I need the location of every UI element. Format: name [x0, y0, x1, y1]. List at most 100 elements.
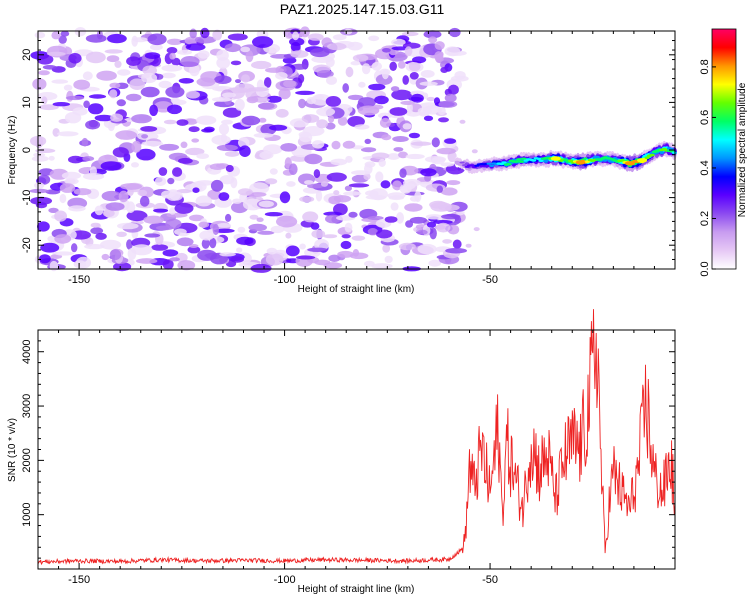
noise-blob: [364, 260, 375, 267]
noise-blob: [116, 99, 127, 107]
noise-blob: [36, 54, 54, 65]
noise-blob: [106, 55, 120, 63]
noise-blob: [136, 148, 156, 161]
signal-cell: [536, 157, 542, 160]
noise-blob: [95, 232, 107, 240]
noise-blob: [257, 230, 275, 235]
noise-blob: [384, 255, 393, 264]
noise-blob: [218, 192, 230, 201]
noise-blob: [437, 106, 446, 116]
noise-blob: [169, 52, 176, 60]
noise-blob: [61, 171, 81, 180]
spectrogram-y-ticks: -20 -10 0 10 20: [21, 30, 675, 270]
snr-line: [37, 309, 676, 566]
noise-blob: [170, 97, 181, 104]
noise-blob: [141, 72, 158, 84]
noise-blob: [247, 87, 269, 92]
noise-blob: [236, 247, 243, 253]
noise-blob: [176, 49, 192, 55]
noise-blob: [446, 180, 461, 186]
noise-blob: [428, 36, 438, 44]
noise-blob: [188, 244, 199, 248]
colorbar: 0.0 0.2 0.4 0.6 0.8 Normalized spectral ampl…: [699, 28, 748, 277]
noise-blob: [131, 162, 139, 168]
signal-cell: [531, 159, 537, 162]
signal-cell: [671, 151, 677, 154]
noise-blob: [84, 243, 105, 250]
noise-blob: [178, 157, 193, 164]
noise-blob: [431, 137, 440, 148]
noise-blob: [90, 222, 101, 228]
noise-blob: [423, 115, 434, 122]
noise-blob: [449, 27, 461, 38]
noise-blob: [301, 114, 320, 123]
noise-blob: [203, 126, 215, 132]
noise-blob: [361, 147, 377, 153]
noise-blob: [311, 140, 325, 149]
noise-blob: [396, 212, 404, 224]
noise-blob: [172, 167, 183, 177]
noise-blob: [340, 240, 352, 250]
noise-blob: [116, 231, 127, 237]
noise-blob: [54, 210, 67, 222]
noise-blob: [176, 237, 194, 247]
noise-blob: [316, 119, 328, 129]
noise-blob: [436, 185, 443, 193]
noise-blob: [325, 57, 335, 68]
noise-blob: [409, 195, 420, 202]
noise-blob: [408, 62, 421, 72]
noise-blob: [216, 57, 231, 69]
colorbar-tick-label: 0.6: [699, 110, 711, 125]
noise-blob: [189, 64, 200, 77]
noise-blob: [444, 46, 461, 57]
noise-blob: [368, 35, 380, 42]
noise-blob: [166, 38, 183, 45]
noise-blob: [143, 215, 164, 224]
noise-blob: [88, 103, 104, 115]
noise-blob: [307, 183, 324, 189]
spectrogram-y-label: Frequency (Hz): [7, 116, 18, 185]
noise-blob: [471, 149, 478, 154]
noise-blob: [180, 56, 200, 67]
noise-blob: [331, 140, 341, 150]
noise-blob: [410, 141, 432, 146]
noise-blob: [82, 71, 93, 81]
noise-blob: [151, 244, 169, 251]
noise-blob: [51, 31, 61, 40]
noise-blob: [54, 234, 72, 244]
signal-peak: [624, 161, 635, 166]
noise-blob: [126, 201, 136, 213]
noise-blob: [357, 105, 380, 116]
noise-blob: [50, 254, 63, 259]
snr-x-ticks: -150 -100 -50: [37, 330, 676, 586]
signal-cell: [538, 159, 544, 162]
signal-cell: [501, 161, 507, 164]
noise-blob: [398, 242, 416, 251]
noise-blob: [161, 64, 183, 72]
noise-blob: [219, 252, 236, 257]
noise-blob: [299, 132, 313, 143]
noise-blob: [348, 211, 358, 218]
noise-blob: [337, 116, 348, 126]
noise-blob: [159, 143, 180, 151]
noise-blob: [365, 190, 379, 197]
noise-blob: [256, 217, 264, 222]
noise-blob: [389, 61, 398, 71]
noise-blob: [225, 164, 234, 173]
noise-blob: [185, 90, 200, 99]
noise-blob: [212, 223, 219, 236]
noise-blob: [403, 179, 421, 187]
noise-blob: [144, 233, 161, 238]
noise-blob: [280, 143, 298, 152]
noise-blob: [282, 56, 297, 64]
noise-blob: [169, 207, 176, 215]
noise-blob: [382, 48, 391, 53]
noise-blob: [465, 243, 472, 248]
noise-blob: [249, 214, 259, 220]
noise-blob: [147, 33, 167, 46]
noise-blob: [431, 156, 445, 165]
colorbar-tick-label: 0.4: [699, 160, 711, 175]
y-tick-label: 2000: [21, 448, 33, 472]
noise-blob: [401, 31, 419, 37]
